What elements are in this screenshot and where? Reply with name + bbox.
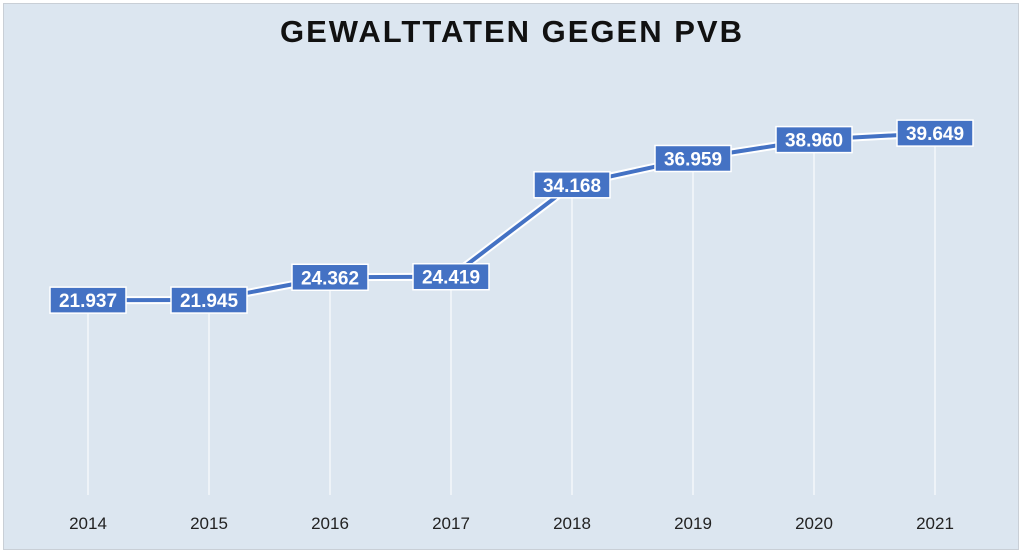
data-label-box bbox=[896, 119, 974, 147]
data-label-text: 24.419 bbox=[422, 268, 480, 289]
data-label: 24.419 bbox=[412, 262, 490, 291]
data-label: 39.649 bbox=[896, 119, 974, 147]
data-label-box bbox=[49, 286, 127, 314]
data-label-text: 38.960 bbox=[785, 131, 843, 152]
data-label-box bbox=[412, 262, 490, 291]
data-label-box bbox=[291, 263, 369, 292]
x-tick-label: 2017 bbox=[432, 514, 470, 533]
data-label-text: 34.168 bbox=[543, 176, 601, 197]
x-tick-label: 2015 bbox=[190, 514, 228, 533]
data-label: 24.362 bbox=[291, 263, 369, 292]
data-label-text: 24.362 bbox=[301, 268, 359, 289]
x-tick-label: 2016 bbox=[311, 514, 349, 533]
x-tick-label: 2018 bbox=[553, 514, 591, 533]
data-label: 38.960 bbox=[775, 125, 853, 154]
series-line-outline bbox=[87, 129, 936, 305]
data-label: 34.168 bbox=[533, 171, 611, 199]
x-tick-label: 2020 bbox=[795, 514, 833, 533]
data-label-box bbox=[654, 144, 732, 173]
chart-title: GEWALTTATEN GEGEN PVB bbox=[280, 14, 744, 49]
data-label-text: 36.959 bbox=[664, 149, 722, 170]
data-label-box bbox=[533, 171, 611, 199]
x-tick-label: 2021 bbox=[916, 514, 954, 533]
chart-area bbox=[3, 3, 1019, 550]
data-label-box bbox=[170, 286, 248, 314]
data-label: 36.959 bbox=[654, 144, 732, 173]
series-line bbox=[87, 131, 936, 303]
x-tick-label: 2014 bbox=[69, 514, 107, 533]
data-label-text: 39.649 bbox=[906, 124, 964, 145]
data-label: 21.945 bbox=[170, 286, 248, 314]
data-label-text: 21.937 bbox=[59, 291, 117, 312]
x-tick-label: 2019 bbox=[674, 514, 712, 533]
data-label-box bbox=[775, 125, 853, 154]
data-label-text: 21.945 bbox=[180, 291, 239, 312]
data-label: 21.937 bbox=[49, 286, 127, 314]
